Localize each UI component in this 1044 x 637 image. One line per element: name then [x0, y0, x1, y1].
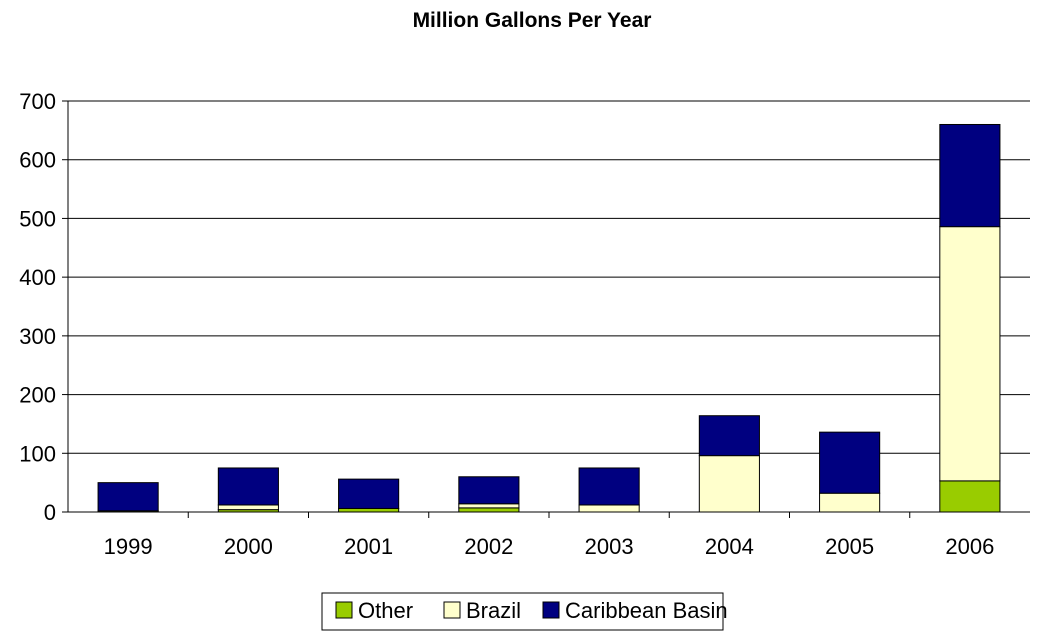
legend-label: Brazil — [466, 598, 521, 623]
x-tick-label: 2002 — [464, 534, 513, 559]
legend-border — [321, 592, 724, 631]
legend: Other Brazil Caribbean Basin — [321, 592, 728, 631]
x-tick-label: 1999 — [104, 534, 153, 559]
chart-title: Million Gallons Per Year — [413, 9, 652, 32]
bars — [97, 123, 1001, 513]
legend-label: Other — [358, 598, 413, 623]
bar-segment — [217, 467, 279, 506]
y-tick-label: 400 — [19, 265, 56, 290]
legend-label: Caribbean Basin — [565, 598, 728, 623]
y-tick-label: 300 — [19, 324, 56, 349]
x-tick-label: 2005 — [825, 534, 874, 559]
y-tick-label: 200 — [19, 383, 56, 408]
bar-segment — [578, 504, 640, 513]
legend-swatch — [542, 601, 560, 619]
bar-segment — [217, 504, 279, 511]
legend-swatch — [335, 601, 353, 619]
x-tick-label: 2006 — [945, 534, 994, 559]
y-axis-ticks: 0 100 200 300 400 500 600 700 — [19, 89, 68, 525]
bar-segment — [338, 507, 400, 513]
bar-segment — [698, 415, 760, 457]
legend-items: Other Brazil Caribbean Basin — [335, 598, 728, 623]
gridlines — [68, 100, 1030, 454]
bar-segment — [939, 480, 1001, 513]
bar-segment — [819, 492, 881, 513]
bar-segment — [939, 226, 1001, 482]
bar-segment — [698, 455, 760, 513]
y-tick-label: 500 — [19, 206, 56, 231]
y-tick-label: 100 — [19, 441, 56, 466]
bar-segment — [819, 431, 881, 494]
y-tick-label: 600 — [19, 148, 56, 173]
y-tick-label: 700 — [19, 89, 56, 114]
bar-segment — [458, 503, 520, 509]
bar-segment — [338, 478, 400, 509]
bar-segment — [97, 482, 159, 512]
axes — [67, 101, 1030, 513]
bar-segment — [458, 476, 520, 505]
x-tick-label: 2003 — [585, 534, 634, 559]
x-tick-label: 2004 — [705, 534, 754, 559]
bar-segment — [578, 467, 640, 506]
x-axis-ticks: 1999 2000 2001 2002 2003 2004 2005 2006 — [104, 512, 994, 559]
x-tick-label: 2001 — [344, 534, 393, 559]
bar-segment — [939, 123, 1001, 228]
bar-segment — [458, 507, 520, 513]
legend-swatch — [443, 601, 461, 619]
x-tick-label: 2000 — [224, 534, 273, 559]
y-tick-label: 0 — [44, 500, 56, 525]
